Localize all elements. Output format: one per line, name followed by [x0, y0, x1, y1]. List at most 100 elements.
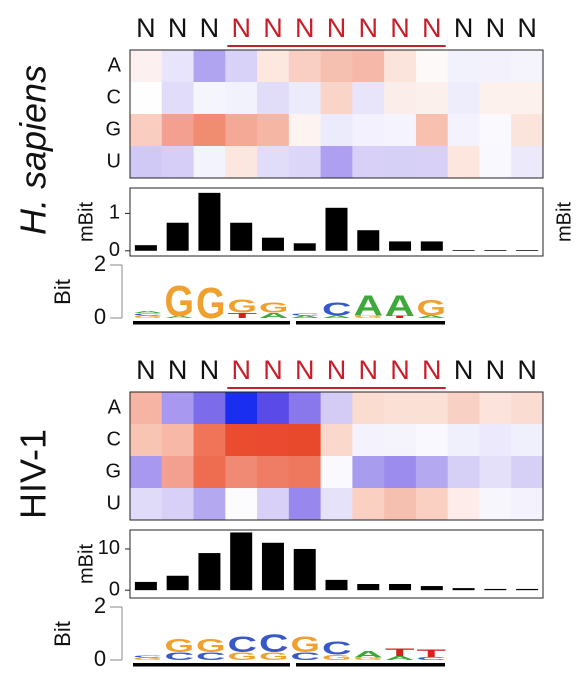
logo-bracket — [296, 321, 445, 325]
heatmap-cell — [320, 424, 353, 457]
row-label: G — [105, 118, 121, 140]
heatmap-cell — [384, 82, 417, 115]
heatmap-cell — [447, 50, 480, 83]
y-axis-label-right: mBit — [553, 202, 575, 242]
logo-letter: A — [354, 289, 384, 322]
bar — [325, 579, 348, 591]
heatmap-cell — [130, 392, 163, 425]
position-label: N — [231, 13, 251, 43]
bar — [516, 250, 539, 251]
heatmap-cell — [193, 114, 226, 147]
position-label: N — [136, 13, 156, 43]
position-label: N — [454, 355, 474, 385]
heatmap-frame — [129, 49, 544, 179]
bar — [420, 586, 443, 591]
bar — [230, 222, 253, 251]
bar — [293, 548, 316, 591]
heatmap-cell — [511, 488, 544, 521]
heatmap-cell — [288, 456, 322, 489]
position-label: N — [263, 355, 283, 385]
heatmap-cell — [415, 488, 449, 521]
heatmap-cell — [161, 146, 195, 179]
heatmap-cell — [320, 50, 353, 83]
heatmap-cell — [225, 488, 258, 521]
bar — [198, 553, 221, 591]
heatmap-cell — [161, 50, 195, 83]
heatmap-cell — [352, 392, 385, 425]
heatmap-cell — [511, 392, 544, 425]
heatmap-cell — [479, 82, 512, 115]
logo-letter: C — [133, 655, 166, 659]
heatmap-cell — [384, 456, 417, 489]
position-label: N — [359, 355, 379, 385]
bar — [166, 222, 189, 251]
heatmap-cell — [193, 82, 226, 115]
logo-letter: G — [259, 300, 289, 316]
bar — [166, 575, 189, 591]
heatmap-cell — [447, 424, 480, 457]
logo-tick-label: 0 — [94, 304, 106, 329]
row-label: C — [107, 86, 121, 108]
heatmap-cell — [288, 50, 322, 83]
logo-letter: C — [322, 640, 353, 660]
bar — [484, 250, 507, 251]
logo-letter: G — [291, 633, 321, 657]
heatmap-cell — [384, 146, 417, 179]
heatmap-cell — [415, 392, 449, 425]
bar-frame — [129, 187, 544, 257]
logo-letter: G — [196, 637, 226, 657]
logo-letter: T — [385, 315, 417, 319]
logo-letter: G — [165, 276, 195, 326]
heatmap-cell — [352, 82, 385, 115]
logo-letter: C — [291, 652, 322, 663]
logo-letter: G — [133, 315, 163, 319]
logo-letter: G — [259, 652, 289, 663]
panel-label: HIV-1 — [13, 429, 54, 519]
bar — [134, 581, 157, 591]
position-label: N — [295, 355, 315, 385]
logo-tick-label: 2 — [94, 593, 106, 618]
heatmap-cell — [447, 114, 480, 147]
heatmap-cell — [415, 114, 449, 147]
heatmap-cell — [352, 488, 385, 521]
heatmap-cell — [193, 456, 226, 489]
logo-letter: A — [259, 311, 292, 319]
bar — [452, 250, 475, 251]
heatmap-cell — [415, 50, 449, 83]
heatmap-cell — [257, 114, 290, 147]
heatmap-cell — [352, 424, 385, 457]
logo-axis-label: Bit — [50, 279, 75, 305]
heatmap-cell — [161, 114, 195, 147]
panel: HIV-1N N N N N N N N N N N N NACGU010mBit02BitGCCGCG… — [13, 355, 544, 671]
bar — [389, 583, 412, 591]
heatmap-cell — [288, 146, 322, 179]
logo-letter: G — [228, 652, 258, 663]
position-label: N — [390, 13, 410, 43]
heatmap-cell — [479, 392, 512, 425]
heatmap-cell — [384, 488, 417, 521]
logo-letter: C — [322, 300, 353, 320]
bar — [230, 532, 253, 591]
heatmap-cell — [193, 146, 226, 179]
logo-tick-label: 2 — [94, 251, 106, 276]
heatmap-cell — [415, 456, 449, 489]
bar — [484, 588, 507, 591]
heatmap-cell — [257, 392, 290, 425]
logo-letter: C — [165, 652, 196, 663]
bar — [134, 245, 157, 251]
heatmap-cell — [225, 392, 258, 425]
logo-letter: C — [228, 633, 258, 657]
position-label: N — [168, 13, 188, 43]
logo-letter: G — [354, 315, 384, 319]
y-tick-label: 10 — [98, 537, 120, 559]
heatmap-cell — [130, 82, 163, 115]
heatmap-cell — [352, 456, 385, 489]
heatmap-cell — [415, 146, 449, 179]
heatmap-cell — [320, 82, 353, 115]
heatmap-cell — [225, 424, 258, 457]
position-label: N — [168, 355, 188, 385]
heatmap-cell — [384, 392, 417, 425]
position-label: N — [422, 13, 442, 43]
logo-letter: A — [417, 315, 450, 319]
heatmap-cell — [130, 488, 163, 521]
